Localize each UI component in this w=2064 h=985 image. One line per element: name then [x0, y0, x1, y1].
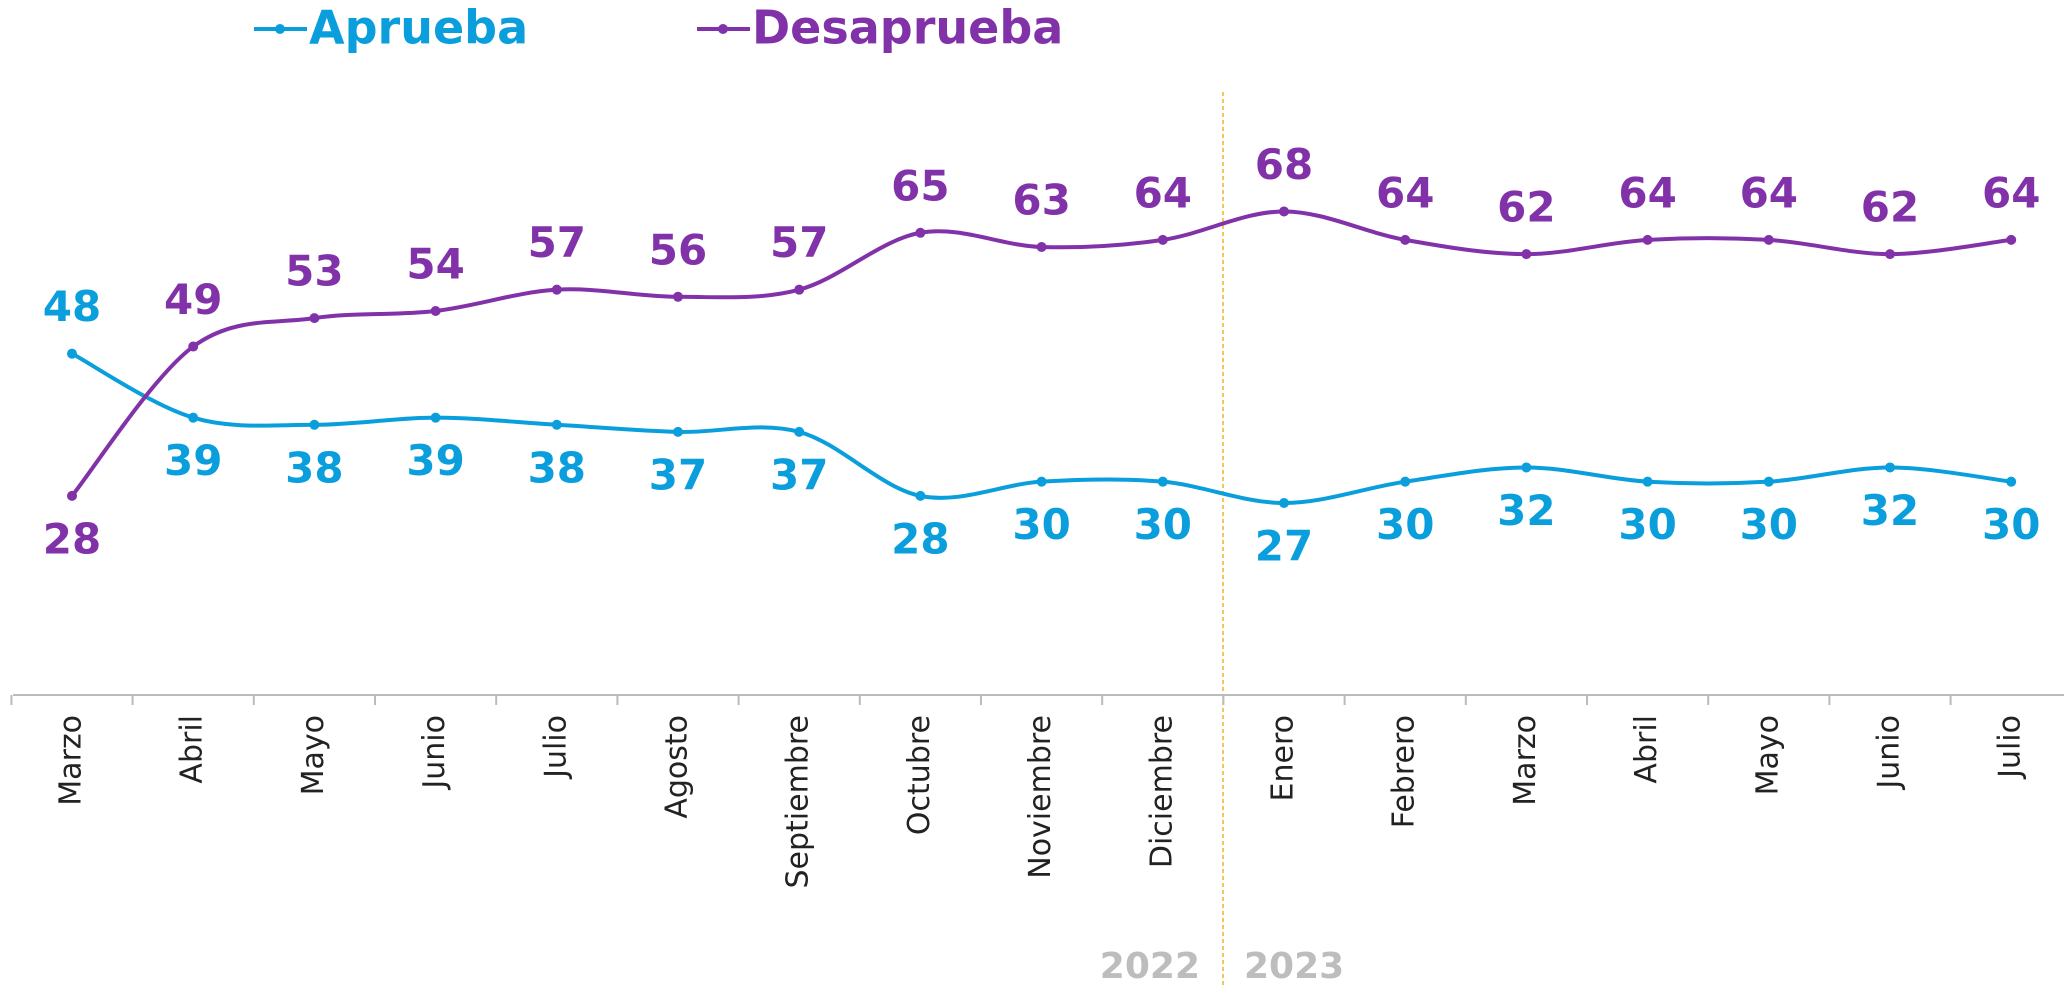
data-label: 30 — [1982, 500, 2040, 549]
data-label: 28 — [891, 514, 949, 563]
data-label: 30 — [1618, 500, 1676, 549]
point — [1642, 234, 1653, 245]
point — [2006, 234, 2017, 245]
point — [1157, 476, 1168, 487]
data-label: 62 — [1497, 183, 1555, 232]
point — [915, 490, 926, 501]
data-label: 28 — [43, 514, 101, 563]
data-label: 57 — [528, 218, 586, 267]
data-label: 53 — [285, 247, 343, 296]
x-tick-label: Junio — [1872, 715, 1907, 791]
x-tick-label: Enero — [1266, 715, 1301, 801]
data-label: 32 — [1861, 486, 1919, 535]
year-label: 2023 — [1244, 946, 1344, 985]
x-tick-label: Julio — [538, 715, 573, 780]
x-tick-label: Marzo — [1508, 715, 1543, 806]
point — [188, 412, 199, 423]
x-tick-label: Agosto — [660, 715, 695, 819]
data-label: 38 — [528, 443, 586, 492]
point — [430, 306, 441, 316]
point — [794, 426, 805, 437]
data-label: 57 — [770, 218, 828, 267]
data-label: 63 — [1012, 176, 1070, 225]
data-label: 37 — [649, 450, 707, 499]
data-label: 65 — [891, 161, 949, 210]
data-label: 30 — [1134, 500, 1192, 549]
x-tick-label: Octubre — [902, 715, 937, 835]
x-tick-label: Diciembre — [1144, 715, 1179, 868]
data-label: 37 — [770, 450, 828, 499]
x-tick-label: Abril — [175, 715, 210, 784]
data-label: 68 — [1255, 140, 1313, 189]
data-label: 54 — [406, 240, 464, 289]
legend-label: Desaprueba — [752, 1, 1063, 55]
data-label: 48 — [43, 282, 101, 331]
x-tick-label: Septiembre — [781, 715, 816, 889]
point — [673, 426, 683, 437]
point — [309, 419, 320, 430]
legend-marker — [718, 24, 728, 34]
point — [551, 284, 562, 295]
x-tick-label: Mayo — [296, 715, 331, 795]
point — [1400, 234, 1411, 245]
legend-marker — [275, 24, 285, 34]
point — [673, 291, 683, 302]
x-tick-label: Junio — [417, 715, 452, 791]
data-label: 64 — [1740, 168, 1798, 217]
x-tick-label: Marzo — [54, 715, 89, 806]
point — [1642, 476, 1653, 487]
data-label: 64 — [1618, 168, 1676, 217]
point — [430, 412, 441, 423]
point — [1279, 206, 1289, 217]
point — [309, 313, 320, 324]
data-label: 49 — [164, 275, 222, 324]
point — [1521, 462, 1532, 473]
data-label: 64 — [1982, 168, 2040, 217]
point — [551, 419, 562, 430]
data-label: 30 — [1740, 500, 1798, 549]
data-label: 64 — [1134, 168, 1192, 217]
point — [1763, 234, 1774, 245]
data-label: 30 — [1012, 500, 1070, 549]
x-tick-label: Febrero — [1387, 715, 1422, 828]
point — [67, 348, 77, 359]
point — [1885, 462, 1895, 473]
point — [2006, 476, 2017, 487]
point — [1036, 476, 1047, 487]
x-tick-label: Noviembre — [1023, 715, 1058, 879]
x-tick-label: Abril — [1629, 715, 1664, 784]
data-label: 38 — [285, 443, 343, 492]
data-label: 62 — [1861, 183, 1919, 232]
x-tick-label: Julio — [1993, 715, 2028, 780]
point — [1157, 234, 1168, 245]
point — [1036, 242, 1047, 252]
point — [794, 284, 805, 295]
data-label: 64 — [1376, 168, 1434, 217]
point — [67, 490, 77, 501]
point — [1279, 498, 1289, 508]
series-line — [70, 209, 2012, 498]
x-tick-label: Mayo — [1750, 715, 1785, 795]
year-label: 2022 — [1100, 946, 1200, 985]
legend-label: Aprueba — [309, 1, 528, 55]
point — [1885, 249, 1895, 260]
point — [1763, 476, 1774, 487]
data-label: 39 — [406, 436, 464, 485]
data-label: 56 — [649, 225, 707, 274]
point — [1521, 249, 1532, 260]
data-label: 27 — [1255, 522, 1313, 571]
point — [188, 341, 199, 352]
data-label: 39 — [164, 436, 222, 485]
data-label: 30 — [1376, 500, 1434, 549]
point — [915, 227, 926, 238]
point — [1400, 476, 1411, 487]
data-label: 32 — [1497, 486, 1555, 535]
